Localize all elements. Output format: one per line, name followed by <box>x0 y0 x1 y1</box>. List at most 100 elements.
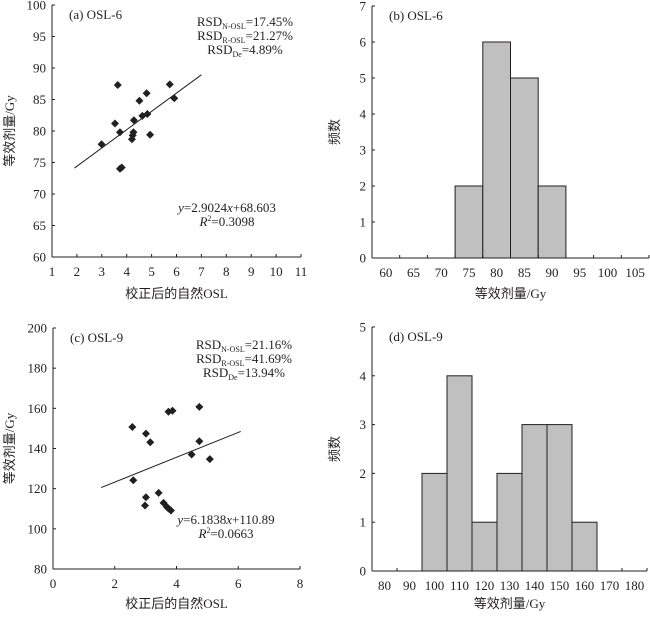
y-tick-label: 75 <box>33 155 46 170</box>
rsd-value: =41.69% <box>245 351 293 366</box>
rsd-annotation: RSDDe=13.94% <box>203 365 285 382</box>
chart-panel-c: 80 100 120 140 160 180 200 0 2 4 6 8 (c) OSL-9 校正后的自然… <box>2 321 303 612</box>
r2-r: R <box>198 214 207 229</box>
x-tick-label: 65 <box>407 265 420 280</box>
r2-value: =0.0663 <box>210 526 253 541</box>
data-point <box>141 493 150 502</box>
y-tick-label: 80 <box>33 124 46 139</box>
histogram-bar <box>537 185 567 259</box>
rsd-value: =21.27% <box>246 28 294 43</box>
y-tick-label: 6 <box>360 35 367 50</box>
data-point <box>97 140 106 149</box>
x-tick-label: 8 <box>297 576 304 591</box>
panel-title: (a) OSL-6 <box>69 7 123 22</box>
histogram-bar <box>571 521 598 572</box>
x-tick-label: 110 <box>450 578 469 593</box>
data-point <box>110 119 119 128</box>
data-point <box>205 455 214 464</box>
rsd-main: RSD <box>203 365 228 380</box>
x-tick-label: 5 <box>148 264 155 279</box>
data-point <box>166 506 175 515</box>
x-tick-label: 100 <box>425 578 445 593</box>
data-point <box>164 504 173 513</box>
x-tick-label: 100 <box>598 265 618 280</box>
x-tick-label: 120 <box>475 578 495 593</box>
x-tick-label: 140 <box>525 578 545 593</box>
rsd-annotation: RSDN-OSL=17.45% <box>197 14 293 31</box>
x-tick-label: 6 <box>173 264 180 279</box>
chart-panel-b: 0 1 2 3 4 5 6 7 60 65 70 75 80 85 90 95 100 105 (b) OSL-6 等… <box>327 0 650 301</box>
x-tick-label: 180 <box>625 578 645 593</box>
y-tick-label: 60 <box>33 250 46 265</box>
x-axis-title: 等效剂量/Gy <box>475 286 547 301</box>
rsd-main: RSD <box>196 351 221 366</box>
panel-title: (d) OSL-9 <box>389 329 443 344</box>
y-tick-label: 90 <box>33 61 46 76</box>
y-tick-label: 0 <box>360 564 367 579</box>
x-tick-label: 80 <box>378 578 391 593</box>
rsd-annotation: RSDR-OSL=21.27% <box>197 28 293 45</box>
eq-x: x <box>225 512 232 527</box>
data-point <box>170 94 179 103</box>
r-squared: R2=0.0663 <box>197 526 253 541</box>
y-tick-label: 80 <box>34 562 47 577</box>
histogram-bar <box>454 185 484 259</box>
r2-sup: 2 <box>206 526 210 535</box>
y-tick-label: 1 <box>360 515 367 530</box>
rsd-main: RSD <box>207 42 232 57</box>
x-tick-label: 150 <box>550 578 570 593</box>
rsd-value: =21.16% <box>245 337 293 352</box>
y-axis-title: 等效剂量/Gy <box>2 412 17 484</box>
x-tick-label: 0 <box>50 576 57 591</box>
y-axis-title: 等效剂量/Gy <box>2 95 17 167</box>
r-squared: R2=0.3098 <box>198 214 254 229</box>
eq-x: x <box>226 200 233 215</box>
chart-panel-d: 0 1 2 3 4 5 80 90 100 110 120 130 140 150 160 170 180 (d)… <box>327 320 648 611</box>
y-tick-label: 4 <box>360 368 367 383</box>
data-point <box>187 450 196 459</box>
rsd-value: =13.94% <box>238 365 286 380</box>
y-tick-label: 4 <box>360 107 367 122</box>
eq-y: y <box>176 200 184 215</box>
regression-line <box>74 74 202 169</box>
x-tick-label: 4 <box>123 264 130 279</box>
data-point <box>113 81 122 90</box>
regression-equation: y=2.9024x+68.603 <box>176 200 276 215</box>
y-tick-label: 120 <box>28 481 48 496</box>
y-tick-label: 65 <box>33 218 46 233</box>
y-tick-label: 140 <box>28 441 48 456</box>
x-tick-label: 105 <box>625 265 645 280</box>
x-tick-label: 1 <box>49 264 56 279</box>
x-tick-label: 6 <box>235 576 242 591</box>
y-tick-label: 0 <box>360 251 367 266</box>
data-point <box>168 406 177 415</box>
x-tick-label: 130 <box>500 578 520 593</box>
data-point <box>129 116 138 125</box>
x-axis-title: 校正后的自然OSL <box>125 596 228 611</box>
histogram-bar <box>546 424 573 572</box>
data-point <box>127 135 136 144</box>
eq-intercept: +68.603 <box>233 200 276 215</box>
x-tick-label: 2 <box>74 264 81 279</box>
y-axis-title: 频数 <box>327 119 342 145</box>
rsd-main: RSD <box>197 14 222 29</box>
histogram-bar <box>496 472 523 572</box>
x-tick-label: 80 <box>490 265 503 280</box>
r2-sup: 2 <box>207 214 211 223</box>
x-tick-label: 7 <box>198 264 205 279</box>
data-point <box>142 89 151 98</box>
y-tick-label: 3 <box>360 143 367 158</box>
rsd-subscript: De <box>233 50 243 59</box>
histogram-bar <box>510 77 539 259</box>
x-axis-title: 校正后的自然OSL <box>125 286 228 301</box>
y-tick-label: 5 <box>360 320 367 335</box>
x-tick-label: 11 <box>295 264 308 279</box>
data-point <box>141 501 150 510</box>
data-point <box>115 128 124 137</box>
y-tick-label: 100 <box>28 521 48 536</box>
eq-slope: =6.1838 <box>183 512 226 527</box>
rsd-value: =4.89% <box>242 42 283 57</box>
chart-panel-a: 60 65 70 75 80 85 90 95 100 1 2 3 4 5 6 7 8 9 10 11 (a) OSL-… <box>2 0 307 301</box>
y-tick-label: 2 <box>360 179 367 194</box>
x-tick-label: 3 <box>99 264 106 279</box>
